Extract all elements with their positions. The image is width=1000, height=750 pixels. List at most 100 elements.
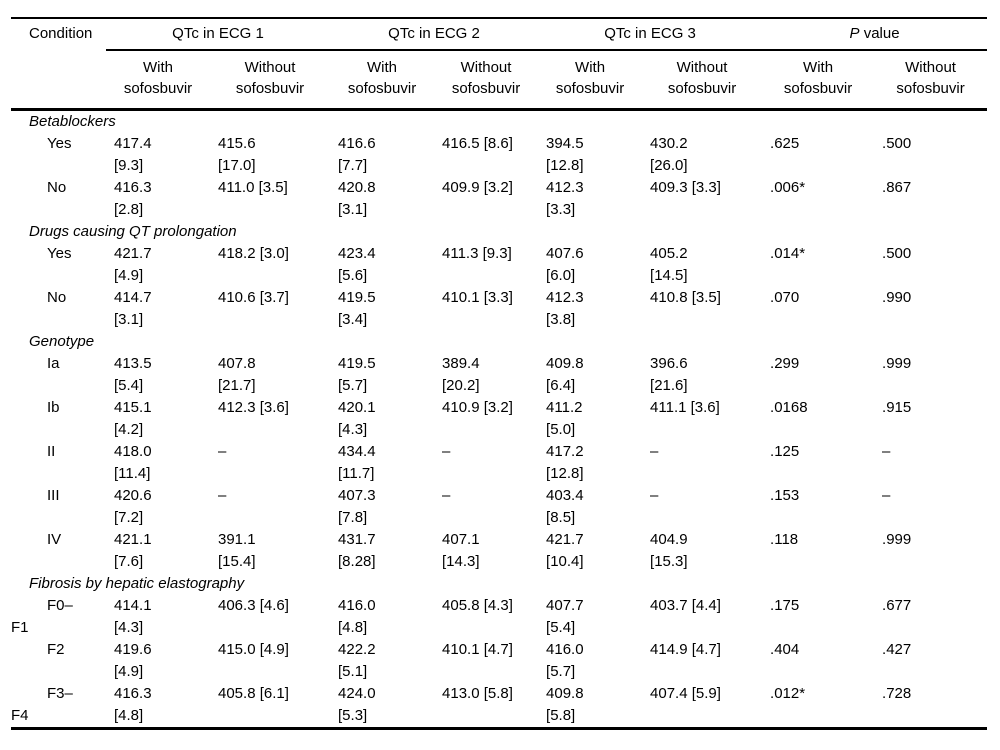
value-cell: 407.8 [21.7] — [218, 355, 256, 394]
value-cell: 410.1 [4.7] — [442, 641, 513, 658]
value-cell: 413.0 [5.8] — [442, 685, 513, 702]
value-cell: 394.5 [12.8] — [546, 135, 584, 174]
value-cell: – — [882, 443, 891, 460]
section-label: Genotype — [29, 333, 95, 350]
value-cell: 419.5 [5.7] — [338, 355, 376, 394]
subheader-ecg3-with: With sofosbuvir — [555, 59, 625, 97]
section-label: Drugs causing QT prolongation — [29, 223, 237, 240]
value-cell: .728 — [882, 685, 912, 702]
value-cell: .500 — [882, 135, 912, 152]
pvalue-group-header: P value — [762, 18, 988, 51]
data-row: F2 419.6 [4.9] 415.0 [4.9] 422.2 [5.1] 410.1… — [11, 639, 987, 683]
value-cell: 410.8 [3.5] — [650, 289, 721, 306]
ecg3-group-header: QTc in ECG 3 — [538, 18, 763, 51]
value-cell: .677 — [882, 597, 912, 614]
value-cell: 407.1 [14.3] — [442, 531, 480, 570]
subheader-ecg3-without: Without sofosbuvir — [667, 59, 737, 97]
value-cell: 421.7 [10.4] — [546, 531, 584, 570]
value-cell: 416.3 [4.8] — [114, 685, 152, 724]
value-cell: 415.0 [4.9] — [218, 641, 289, 658]
section-row: Betablockers — [11, 110, 987, 134]
section-label: Betablockers — [29, 113, 116, 130]
data-row: Yes 421.7 [4.9] 418.2 [3.0] 423.4 [5.6] 411.… — [11, 243, 987, 287]
value-cell: 411.2 [5.0] — [546, 399, 583, 438]
value-cell: 405.2 [14.5] — [650, 245, 688, 284]
value-cell: 407.7 [5.4] — [546, 597, 584, 636]
value-cell: 414.1 [4.3] — [114, 597, 152, 636]
ecg1-group-header: QTc in ECG 1 — [106, 18, 331, 51]
value-cell: 405.8 [6.1] — [218, 685, 289, 702]
value-cell: .999 — [882, 355, 912, 372]
value-cell: .070 — [770, 289, 800, 306]
data-row: F3– F4 416.3 [4.8] 405.8 [6.1] 424.0 [5.3] 4… — [11, 683, 987, 729]
condition-cell: II — [47, 443, 56, 460]
section-label: Fibrosis by hepatic elastography — [29, 575, 245, 592]
condition-cell: Ib — [47, 399, 60, 416]
value-cell: .153 — [770, 487, 800, 504]
value-cell: 416.6 [7.7] — [338, 135, 376, 174]
condition-cell: Yes — [47, 245, 72, 262]
data-row: III 420.6 [7.2] – 407.3 [7.8] – 403.4 [8.5] –.… — [11, 485, 987, 529]
value-cell: 416.0 [4.8] — [338, 597, 376, 636]
value-cell: .006* — [770, 179, 806, 196]
value-cell: 411.3 [9.3] — [442, 245, 512, 262]
value-cell: 409.9 [3.2] — [442, 179, 513, 196]
value-cell: 420.6 [7.2] — [114, 487, 152, 526]
value-cell: .500 — [882, 245, 912, 262]
section-row: Genotype — [11, 331, 987, 353]
value-cell: – — [218, 487, 227, 504]
value-cell: 412.3 [3.3] — [546, 179, 584, 218]
value-cell: 406.3 [4.6] — [218, 597, 289, 614]
value-cell: .014* — [770, 245, 806, 262]
value-cell: .175 — [770, 597, 800, 614]
qtc-results-table: Condition QTc in ECG 1 QTc in ECG 2 QTc … — [11, 17, 988, 730]
value-cell: – — [882, 487, 891, 504]
value-cell: 431.7 [8.28] — [338, 531, 376, 570]
value-cell: 409.3 [3.3] — [650, 179, 721, 196]
value-cell: 434.4 [11.7] — [338, 443, 376, 482]
condition-cell: Ia — [47, 355, 60, 372]
condition-cell: No — [47, 289, 67, 306]
value-cell: 405.8 [4.3] — [442, 597, 513, 614]
subheader-pvalue-with: With sofosbuvir — [783, 59, 853, 97]
value-cell: 412.3 [3.8] — [546, 289, 584, 328]
subheader-row: With sofosbuvir Without sofosbuvir With … — [11, 50, 987, 110]
condition-cell: Yes — [47, 135, 72, 152]
value-cell: – — [442, 443, 451, 460]
value-cell: 404.9 [15.3] — [650, 531, 688, 570]
value-cell: 419.6 [4.9] — [114, 641, 152, 680]
value-cell: 424.0 [5.3] — [338, 685, 376, 724]
value-cell: 430.2 [26.0] — [650, 135, 688, 174]
value-cell: 418.0 [11.4] — [114, 443, 152, 482]
value-cell: .915 — [882, 399, 912, 416]
value-cell: 419.5 [3.4] — [338, 289, 376, 328]
condition-column-header: Condition — [29, 25, 93, 42]
group-header-row: Condition QTc in ECG 1 QTc in ECG 2 QTc … — [11, 18, 988, 51]
data-row: Ib 415.1 [4.2] 412.3 [3.6] 420.1 [4.3] 410.9… — [11, 397, 987, 441]
condition-cell: F2 — [47, 641, 65, 658]
value-cell: 407.6 [6.0] — [546, 245, 584, 284]
subheader-pvalue-without: Without sofosbuvir — [896, 59, 965, 97]
value-cell: 396.6 [21.6] — [650, 355, 688, 394]
value-cell: .990 — [882, 289, 912, 306]
value-cell: .299 — [770, 355, 800, 372]
value-cell: – — [650, 443, 659, 460]
table-body: Betablockers Yes 417.4 [9.3] 415.6 [17.0] 41… — [11, 110, 987, 729]
value-cell: 410.1 [3.3] — [442, 289, 513, 306]
data-row: Yes 417.4 [9.3] 415.6 [17.0] 416.6 [7.7] 416… — [11, 133, 987, 177]
value-cell: 410.9 [3.2] — [442, 399, 513, 416]
value-cell: 415.1 [4.2] — [114, 399, 152, 438]
value-cell: 415.6 [17.0] — [218, 135, 256, 174]
value-cell: – — [218, 443, 227, 460]
value-cell: – — [650, 487, 659, 504]
value-cell: 417.4 [9.3] — [114, 135, 152, 174]
value-cell: .625 — [770, 135, 800, 152]
pvalue-label-rest: value — [859, 25, 900, 42]
condition-cell: III — [47, 487, 60, 504]
section-row: Fibrosis by hepatic elastography — [11, 573, 987, 595]
value-cell: 389.4 [20.2] — [442, 355, 480, 394]
subheader-ecg2-without: Without sofosbuvir — [451, 59, 521, 97]
value-cell: 391.1 [15.4] — [218, 531, 256, 570]
subheader-ecg2-with: With sofosbuvir — [347, 59, 417, 97]
